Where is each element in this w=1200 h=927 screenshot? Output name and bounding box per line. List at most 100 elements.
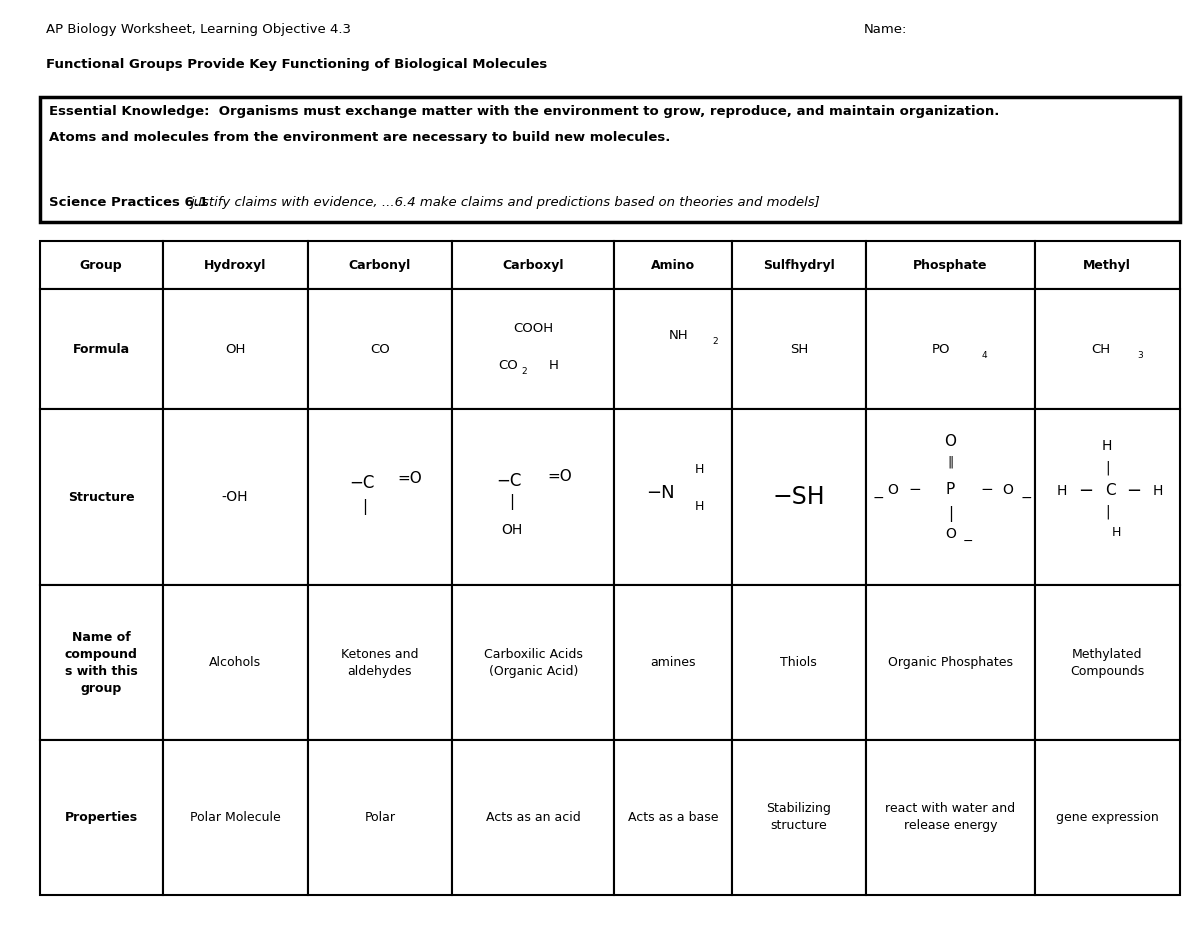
Text: −: − [980,482,992,498]
Text: −: − [872,490,884,504]
Bar [1034,289,1180,410]
Bar [40,97,1180,222]
Bar [866,740,1034,895]
Bar [40,586,163,740]
Text: Polar: Polar [365,811,395,824]
Text: |: | [509,494,514,510]
Bar [452,241,614,289]
Bar [1034,740,1180,895]
Bar [866,586,1034,740]
Text: =O: =O [547,468,572,484]
Text: Functional Groups Provide Key Functioning of Biological Molecules: Functional Groups Provide Key Functionin… [46,58,547,71]
Text: 3: 3 [1138,351,1142,361]
Text: Thiols: Thiols [780,656,817,669]
Text: OH: OH [224,343,245,356]
Text: Carboxyl: Carboxyl [503,259,564,272]
Bar [614,586,732,740]
Bar [163,586,307,740]
Bar [163,410,307,586]
Text: Amino: Amino [650,259,695,272]
Text: |: | [1105,461,1110,475]
Text: H: H [695,501,704,514]
Text: NH: NH [670,329,689,342]
Bar [866,241,1034,289]
Text: CO: CO [498,360,517,373]
Text: Name:: Name: [864,23,907,36]
Bar [866,289,1034,410]
Text: Alcohols: Alcohols [209,656,262,669]
Text: Properties: Properties [65,811,138,824]
Bar [452,410,614,586]
Bar [866,410,1034,586]
Text: Formula: Formula [72,343,130,356]
Text: H: H [548,360,559,373]
Bar [40,740,163,895]
Text: 4: 4 [982,351,988,361]
Text: 2: 2 [521,367,527,376]
Text: CO: CO [370,343,390,356]
Text: 2: 2 [713,337,718,347]
Bar [307,241,452,289]
Text: O: O [888,483,899,497]
Text: Methyl: Methyl [1084,259,1132,272]
Text: Ketones and
aldehydes: Ketones and aldehydes [341,648,419,678]
Text: Stabilizing
structure: Stabilizing structure [767,802,832,832]
Text: O: O [946,527,956,541]
Text: CH: CH [1092,343,1111,356]
Text: Methylated
Compounds: Methylated Compounds [1070,648,1145,678]
Bar [614,410,732,586]
Bar [40,410,163,586]
Text: H: H [1056,484,1067,498]
Bar [163,289,307,410]
Text: H: H [1102,439,1112,453]
Bar [163,241,307,289]
Text: Acts as a base: Acts as a base [628,811,718,824]
Text: Name of
compound
s with this
group: Name of compound s with this group [65,630,138,694]
Text: Sulfhydryl: Sulfhydryl [763,259,835,272]
Text: ‖: ‖ [947,456,954,469]
Text: Essential Knowledge:  Organisms must exchange matter with the environment to gro: Essential Knowledge: Organisms must exch… [49,105,1000,118]
Text: COOH: COOH [514,323,553,336]
Bar [452,289,614,410]
Text: Carbonyl: Carbonyl [349,259,412,272]
Text: justify claims with evidence, ...6.4 make claims and predictions based on theori: justify claims with evidence, ...6.4 mak… [191,196,821,209]
Text: Hydroxyl: Hydroxyl [204,259,266,272]
Text: −: − [1020,490,1032,504]
Text: |: | [948,506,953,522]
Text: Phosphate: Phosphate [913,259,988,272]
Text: −: − [1126,482,1141,500]
Text: |: | [1105,504,1110,518]
Text: −N: −N [647,484,676,502]
Text: AP Biology Worksheet, Learning Objective 4.3: AP Biology Worksheet, Learning Objective… [46,23,350,36]
Bar [452,586,614,740]
Text: Group: Group [80,259,122,272]
Text: O: O [1003,483,1014,497]
Text: PO: PO [931,343,950,356]
Bar [732,586,866,740]
Bar [40,289,163,410]
Bar [732,740,866,895]
Text: −SH: −SH [773,486,826,509]
Bar [732,289,866,410]
Text: H: H [1112,527,1122,540]
Text: -OH: -OH [222,490,248,504]
Text: SH: SH [790,343,808,356]
Bar [732,410,866,586]
Bar [614,740,732,895]
Text: H: H [695,464,704,476]
Text: Carboxilic Acids
(Organic Acid): Carboxilic Acids (Organic Acid) [484,648,583,678]
Text: −C: −C [497,472,522,489]
Bar [1034,241,1180,289]
Text: O: O [944,434,956,450]
Text: −: − [962,536,973,549]
Text: Acts as an acid: Acts as an acid [486,811,581,824]
Text: amines: amines [650,656,696,669]
Text: gene expression: gene expression [1056,811,1158,824]
Text: =O: =O [397,471,422,487]
Bar [732,241,866,289]
Bar [1034,410,1180,586]
Bar [1034,586,1180,740]
Bar [40,241,163,289]
Bar [614,289,732,410]
Bar [307,586,452,740]
